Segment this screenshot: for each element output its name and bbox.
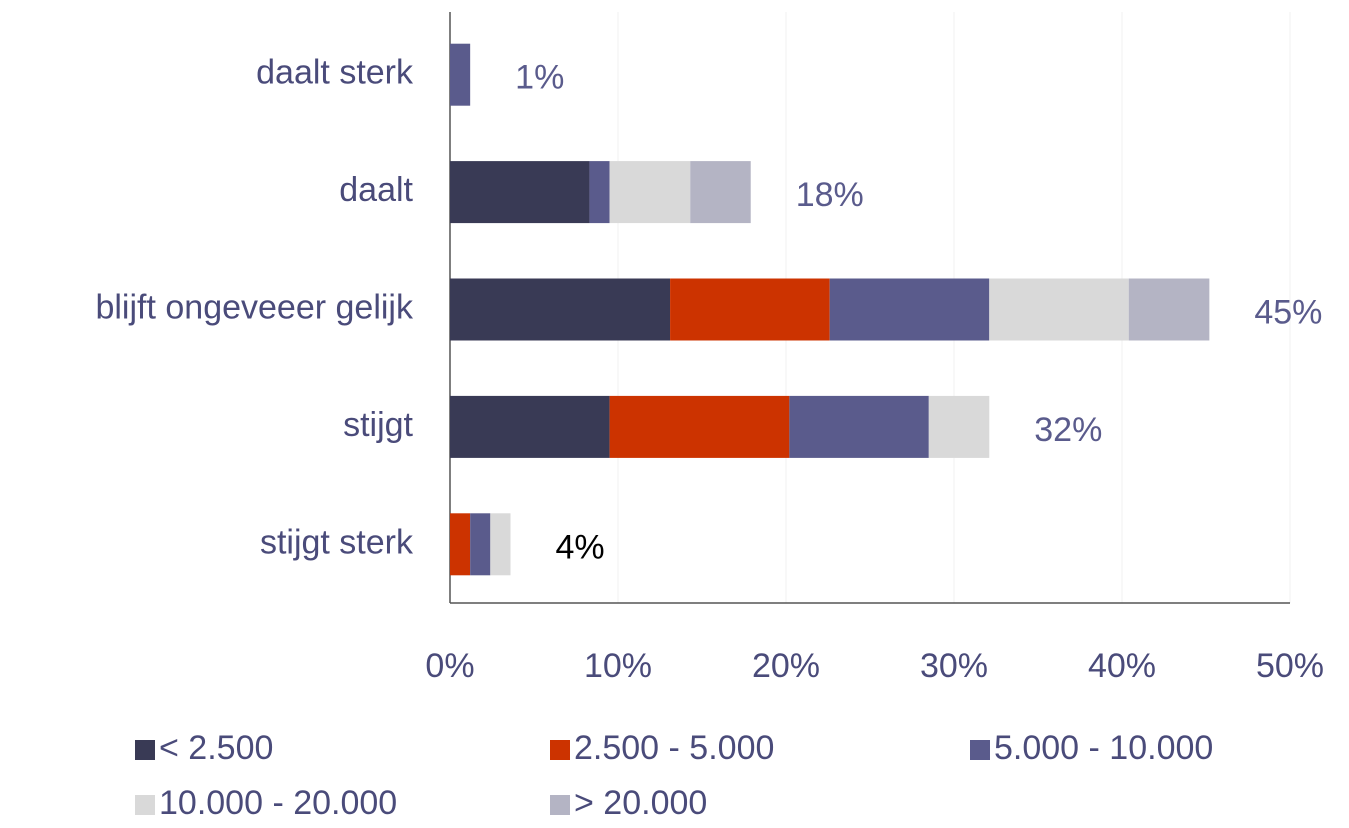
bar-segment (450, 43, 471, 106)
x-tick-label: 30% (920, 647, 988, 685)
bar-segment (609, 395, 790, 458)
total-label: 18% (796, 176, 864, 214)
total-label: 45% (1254, 293, 1322, 331)
y-tick-label: stijgt sterk (260, 523, 414, 561)
total-label: 32% (1034, 411, 1102, 449)
x-tick-label: 0% (425, 647, 474, 685)
legend-label: 2.500 - 5.000 (574, 729, 774, 767)
y-tick-label: blijft ongeveeer gelijk (95, 288, 414, 326)
legend-label: 5.000 - 10.000 (994, 729, 1213, 767)
legend-swatch (550, 740, 570, 760)
y-tick-label: daalt (339, 171, 413, 209)
bar-segment (450, 278, 671, 341)
bar-segment (490, 513, 511, 576)
bar-segment (989, 278, 1129, 341)
legend-swatch (970, 740, 990, 760)
x-tick-label: 20% (752, 647, 820, 685)
bar-segment (829, 278, 990, 341)
x-tick-label: 50% (1256, 647, 1324, 685)
total-label: 1% (515, 59, 564, 97)
legend-label: < 2.500 (159, 729, 273, 767)
bar-segment (928, 395, 990, 458)
total-label: 4% (555, 528, 604, 566)
y-tick-label: stijgt (343, 406, 413, 444)
bar-segment (670, 278, 830, 341)
legend-label: > 20.000 (574, 784, 707, 822)
y-tick-label: daalt sterk (256, 54, 414, 92)
legend-label: 10.000 - 20.000 (159, 784, 397, 822)
legend-swatch (135, 740, 155, 760)
bar-segment (789, 395, 929, 458)
bar-segment (1128, 278, 1210, 341)
bar-segment (470, 513, 491, 576)
x-tick-label: 40% (1088, 647, 1156, 685)
bar-segment (450, 395, 610, 458)
bar-segment (690, 161, 751, 224)
bar-segment (450, 513, 471, 576)
bar-segment (450, 161, 590, 224)
legend-swatch (135, 795, 155, 815)
legend-swatch (550, 795, 570, 815)
bar-segment (589, 161, 610, 224)
bar-segment (609, 161, 691, 224)
x-tick-label: 10% (584, 647, 652, 685)
